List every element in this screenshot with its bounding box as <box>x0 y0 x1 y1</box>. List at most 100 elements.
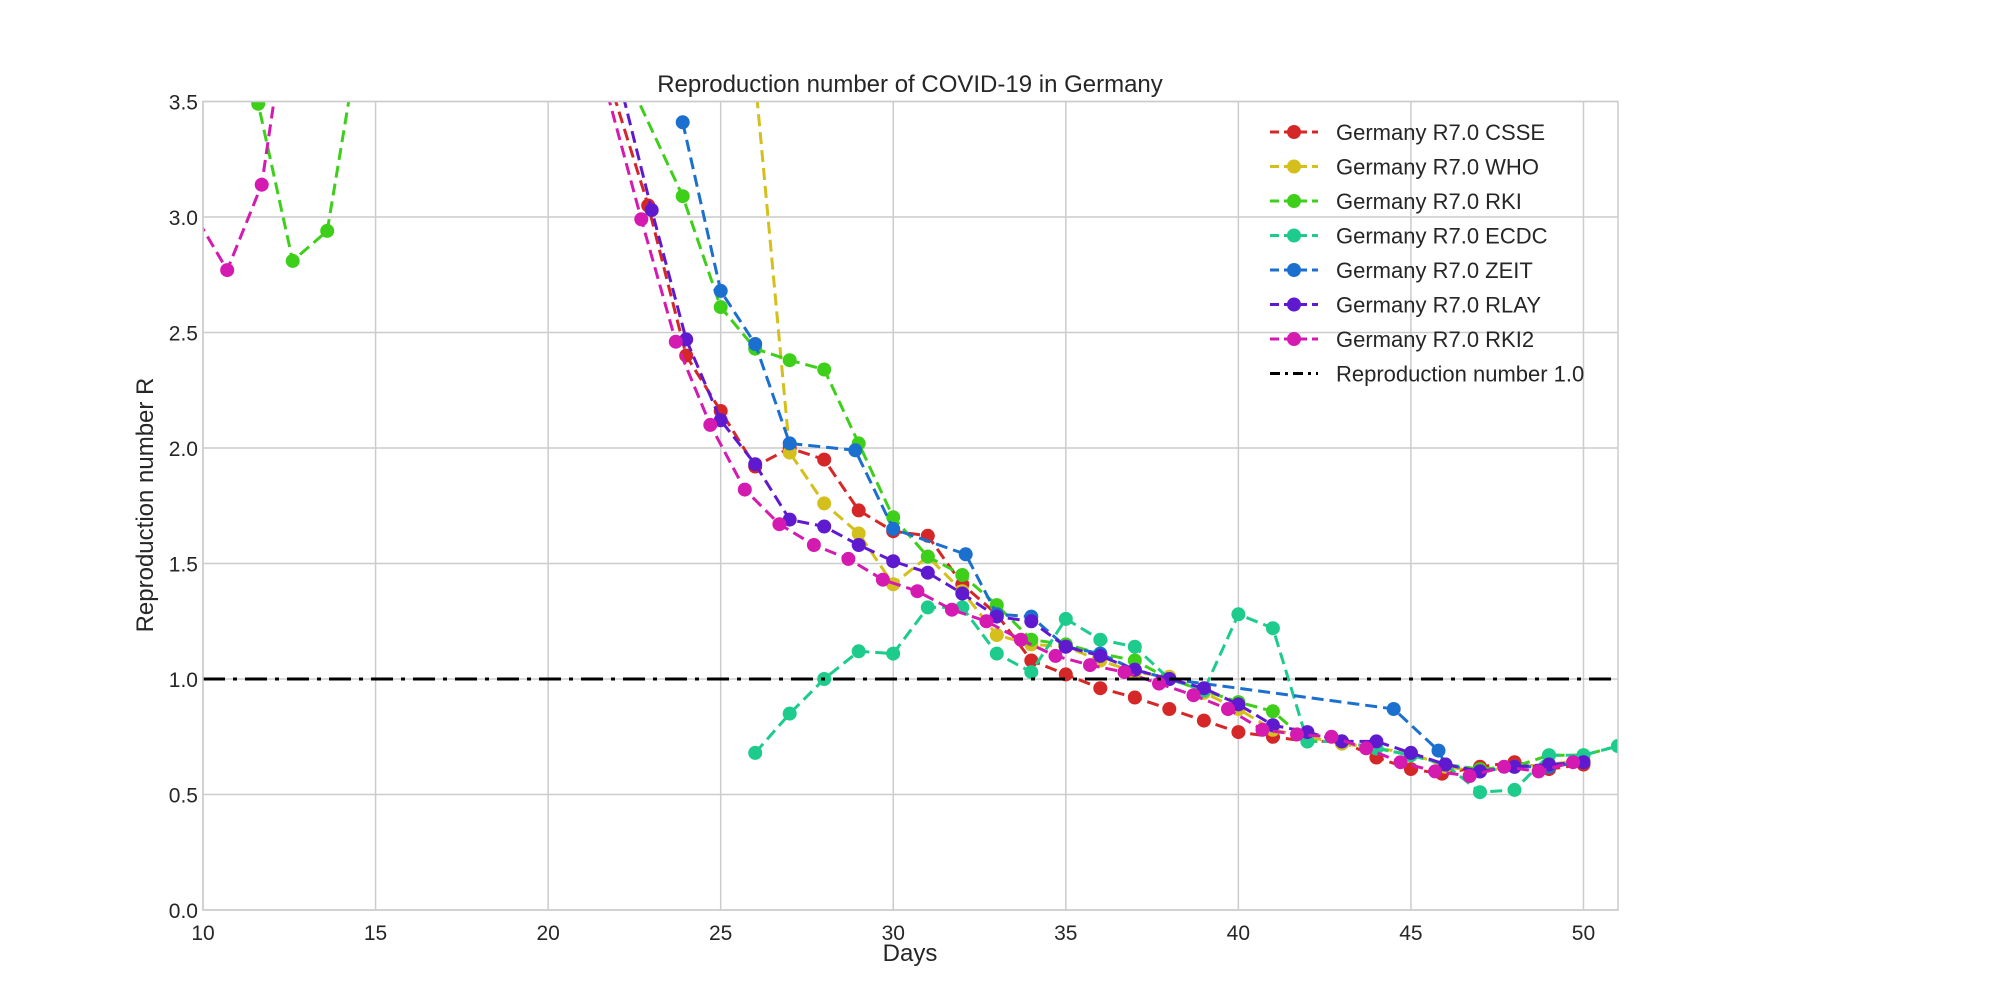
data-point <box>1221 702 1235 716</box>
legend-marker <box>1287 228 1301 243</box>
data-point <box>782 706 797 721</box>
y-tick-label: 3.5 <box>169 92 198 115</box>
y-tick-label: 2.0 <box>169 438 198 461</box>
data-point <box>817 496 832 511</box>
data-point <box>886 646 901 661</box>
data-point <box>851 538 866 552</box>
data-point <box>910 584 925 599</box>
data-point <box>875 572 890 587</box>
y-tick-label: 2.5 <box>169 323 198 346</box>
data-point <box>851 526 866 541</box>
data-point <box>713 300 728 315</box>
legend-marker <box>1287 297 1301 312</box>
data-point <box>989 628 1004 643</box>
data-point <box>1127 690 1142 705</box>
series-line <box>754 605 1618 794</box>
data-point <box>1531 764 1546 779</box>
legend-marker <box>1287 125 1301 139</box>
data-point <box>989 646 1004 661</box>
data-point <box>955 568 970 582</box>
x-tick-label: 35 <box>1054 922 1077 945</box>
data-point <box>1290 727 1304 742</box>
legend-label: Germany R7.0 CSSE <box>1336 120 1545 145</box>
data-point <box>958 547 973 562</box>
data-point <box>231 37 245 51</box>
data-point <box>1024 665 1039 680</box>
y-tick-labels: 0.0 0.5 1.0 1.5 2.0 2.5 3.0 3.5 <box>169 92 198 924</box>
legend-label: Germany R7.0 ECDC <box>1336 224 1548 249</box>
plot-frame <box>202 100 1619 911</box>
legend-label: Reproduction number 1.0 <box>1336 362 1584 387</box>
data-point <box>1093 648 1108 663</box>
data-point <box>782 436 797 451</box>
data-point <box>1024 653 1039 668</box>
legend-marker <box>1287 194 1301 208</box>
y-tick-label: 0.5 <box>169 785 198 808</box>
series-6 <box>203 37 1581 783</box>
data-point <box>1386 702 1401 716</box>
data-point <box>748 745 763 760</box>
series-3 <box>748 600 1618 800</box>
legend-entry: Reproduction number 1.0 <box>1270 362 1584 387</box>
data-point <box>1231 607 1246 622</box>
data-point <box>1507 782 1522 797</box>
data-point <box>1048 648 1063 663</box>
legend-marker <box>1287 332 1301 346</box>
data-point <box>675 189 690 204</box>
data-point <box>1403 745 1418 760</box>
data-point <box>634 212 649 227</box>
legend-label: Germany R7.0 RKI <box>1336 189 1522 214</box>
data-point <box>1393 755 1408 770</box>
data-point <box>886 521 901 536</box>
data-point <box>817 362 832 377</box>
data-point <box>1611 739 1618 753</box>
x-tick-labels: 10 15 20 25 30 35 40 45 50 <box>191 922 1595 945</box>
data-point <box>955 586 970 601</box>
legend-entry: Germany R7.0 RLAY <box>1270 293 1541 318</box>
y-axis-label: Reproduction number R <box>132 378 159 633</box>
x-tick-label: 25 <box>709 922 732 945</box>
data-point <box>251 101 266 111</box>
data-point <box>1127 639 1142 654</box>
data-point <box>920 565 935 580</box>
data-point <box>817 452 832 467</box>
data-point <box>1369 734 1384 749</box>
data-point <box>713 283 728 298</box>
data-point <box>748 457 763 472</box>
data-point <box>772 517 787 532</box>
data-point <box>1152 676 1166 691</box>
legend: Germany R7.0 CSSE Germany R7.0 WHO Germany… <box>1270 120 1584 387</box>
x-axis-label: Days <box>883 940 938 967</box>
data-point <box>989 609 1004 624</box>
data-point <box>668 334 683 349</box>
series-layer <box>203 37 1618 800</box>
data-point <box>1462 769 1477 783</box>
data-point <box>1196 681 1211 696</box>
x-tick-label: 50 <box>1572 922 1595 945</box>
legend-entry: Germany R7.0 ECDC <box>1270 224 1548 249</box>
data-point <box>920 600 935 615</box>
data-point <box>703 417 718 432</box>
data-point <box>1024 614 1039 629</box>
x-tick-label: 15 <box>364 922 387 945</box>
legend-label: Germany R7.0 RLAY <box>1336 293 1541 318</box>
data-point <box>1231 725 1246 740</box>
legend-entry: Germany R7.0 ZEIT <box>1270 258 1533 283</box>
data-point <box>1255 722 1270 737</box>
y-tick-label: 1.0 <box>169 669 198 692</box>
series-line <box>623 101 1584 773</box>
data-point <box>275 37 289 51</box>
y-tick-label: 3.0 <box>169 207 198 230</box>
data-point <box>1428 764 1443 779</box>
data-point <box>1324 729 1339 744</box>
legend-label: Germany R7.0 WHO <box>1336 155 1539 180</box>
data-point <box>1186 688 1201 703</box>
data-point <box>886 554 901 569</box>
data-point <box>851 503 866 518</box>
data-point <box>320 223 335 238</box>
data-point <box>1566 755 1581 770</box>
data-point <box>920 549 935 564</box>
data-point <box>610 48 624 62</box>
data-point <box>848 443 863 458</box>
